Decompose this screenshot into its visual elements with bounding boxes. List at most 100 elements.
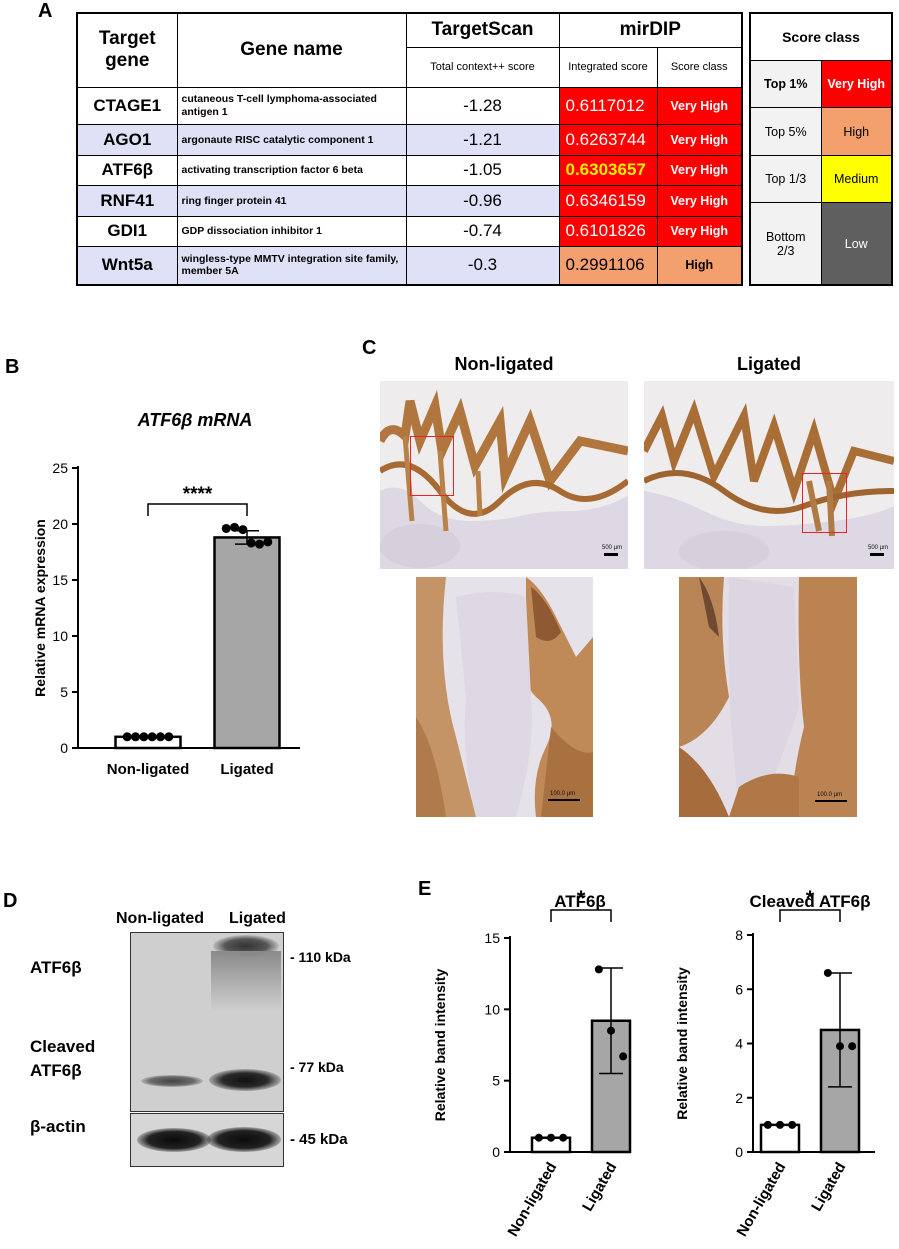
significance-bracket [550,909,612,922]
data-point [594,965,603,974]
legend-class-medium: Medium [820,154,893,204]
target-gene-cell: Wnt5a [76,245,178,286]
score-class-cell: Very High [656,185,743,217]
x-tick-label: Ligated [579,1160,620,1215]
significance-marker: * [806,886,815,911]
integrated-score-cell: 0.6263744 [558,124,658,156]
significance-marker: * [577,886,586,911]
wb-label-atf6b: ATF6β [30,958,82,977]
chart-e-cleaved-atf6b: Cleaved ATF6β 0 2 4 6 8 Relative band intensit… [674,886,875,1240]
header-context-score: Total context++ score [405,46,560,88]
panel-label-b: B [5,356,20,378]
target-gene-cell: ATF6β [76,154,178,187]
y-tick-label: 10 [52,628,68,644]
table-row: CTAGE1 cutaneous T-cell lymphoma-associa… [76,86,743,126]
target-gene-cell: AGO1 [76,124,178,156]
mirdip-table: Target gene Gene name TargetScan mirDIP … [76,12,743,286]
panel-label-e: E [418,878,432,900]
gene-name-cell: ring finger protein 41 [176,185,407,217]
bar [590,1019,632,1154]
data-point [823,968,832,977]
lane-label-ligated: Ligated [229,910,286,927]
data-point [246,538,256,548]
y-tick-label: 4 [735,1036,743,1052]
legend-title: Score class [749,12,893,61]
legend-level: Top 1% [749,59,822,109]
significance-bracket [147,503,248,516]
data-point [122,732,132,742]
data-point [155,732,165,742]
scale-label: 100.0 µm [817,792,843,798]
header-score-class: Score class [656,46,743,88]
integrated-score-cell-highlighted: 0.6303657 [558,154,658,187]
integrated-score-cell: 0.6117012 [558,86,658,126]
marker-110-kda: - 110 kDa [290,949,351,965]
data-point [619,1052,628,1061]
gene-name-cell: activating transcription factor 6 beta [176,154,407,187]
y-tick-label: 8 [735,927,743,943]
chart-e-atf6b: ATF6β 0 5 10 15 Relative band intensity Non-li… [432,886,632,1239]
header-integrated-score: Integrated score [558,46,658,88]
integrated-score-cell: 0.6101826 [558,215,658,247]
score-class-cell: Very High [656,124,743,156]
panel-label-d: D [3,890,18,912]
y-tick-label: 5 [492,1073,500,1089]
y-tick-label: 0 [492,1144,500,1160]
chart-title: Cleaved ATF6β [750,892,871,911]
y-tick-label: 0 [735,1144,743,1160]
legend-class-high: High [820,107,893,156]
score-class-legend: Score class Top 1% Very High Top 5% High… [749,12,893,286]
y-tick-label: 10 [484,1001,500,1017]
header-targetscan: TargetScan [405,12,560,48]
integrated-score-cell: 0.2991106 [558,245,658,286]
marker-77-kda: - 77 kDa [290,1059,344,1075]
target-gene-cell: GDI1 [76,215,178,247]
target-gene-cell: CTAGE1 [76,86,178,126]
gene-name-cell: wingless-type MMTV integration site fami… [176,245,407,286]
header-target-gene: Target gene [76,12,178,88]
legend-class-low: Low [820,202,893,286]
x-tick-label: Non-ligated [733,1160,789,1240]
legend-level: Top 1/3 [749,154,822,204]
data-point [848,1042,857,1051]
y-tick-label: 15 [52,572,68,588]
western-blot-atf6b [130,932,284,1112]
bar [759,1123,801,1154]
chart-title: ATF6β [554,892,606,911]
score-class-cell: Very High [656,86,743,126]
wb-label-beta-actin: β-actin [30,1117,86,1136]
header-gene-name: Gene name [176,12,407,88]
scale-label: 500 µm [868,545,889,551]
target-gene-cell: RNF41 [76,185,178,217]
significance-marker: **** [183,484,213,505]
legend-level: Bottom 2/3 [749,202,822,286]
panel-label-a: A [38,0,53,22]
data-point [263,537,273,547]
integrated-score-cell: 0.6346159 [558,185,658,217]
score-class-cell: Very High [656,154,743,187]
data-point [776,1120,784,1129]
y-tick-label: 6 [735,981,743,997]
chart-b-atf6b-mrna: ATF6β mRNA 0 5 10 15 20 25 Relative mRNA expres… [32,410,300,778]
score-class-cell: Very High [656,215,743,247]
context-score-cell: -1.28 [405,86,560,126]
y-tick-label: 0 [60,740,68,756]
micrograph-title-non-ligated: Non-ligated [454,354,554,374]
bar [213,536,281,750]
micrograph-ligated-overview: 500 µm [644,381,894,569]
data-point [534,1133,543,1142]
x-tick-label: Ligated [220,761,273,778]
data-point [559,1133,568,1142]
x-tick-label: Non-ligated [107,761,190,778]
table-row: ATF6β activating transcription factor 6 … [76,154,743,187]
y-tick-label: 25 [52,460,68,476]
data-point [763,1120,772,1129]
data-point [788,1120,797,1129]
table-row: Wnt5a wingless-type MMTV integration sit… [76,245,743,286]
chart-title: ATF6β mRNA [137,410,253,430]
data-point [147,732,157,742]
gene-name-cell: GDP dissociation inhibitor 1 [176,215,407,247]
legend-level: Top 5% [749,107,822,156]
table-row: AGO1 argonaute RISC catalytic component … [76,124,743,156]
header-mirdip: mirDIP [558,12,743,48]
